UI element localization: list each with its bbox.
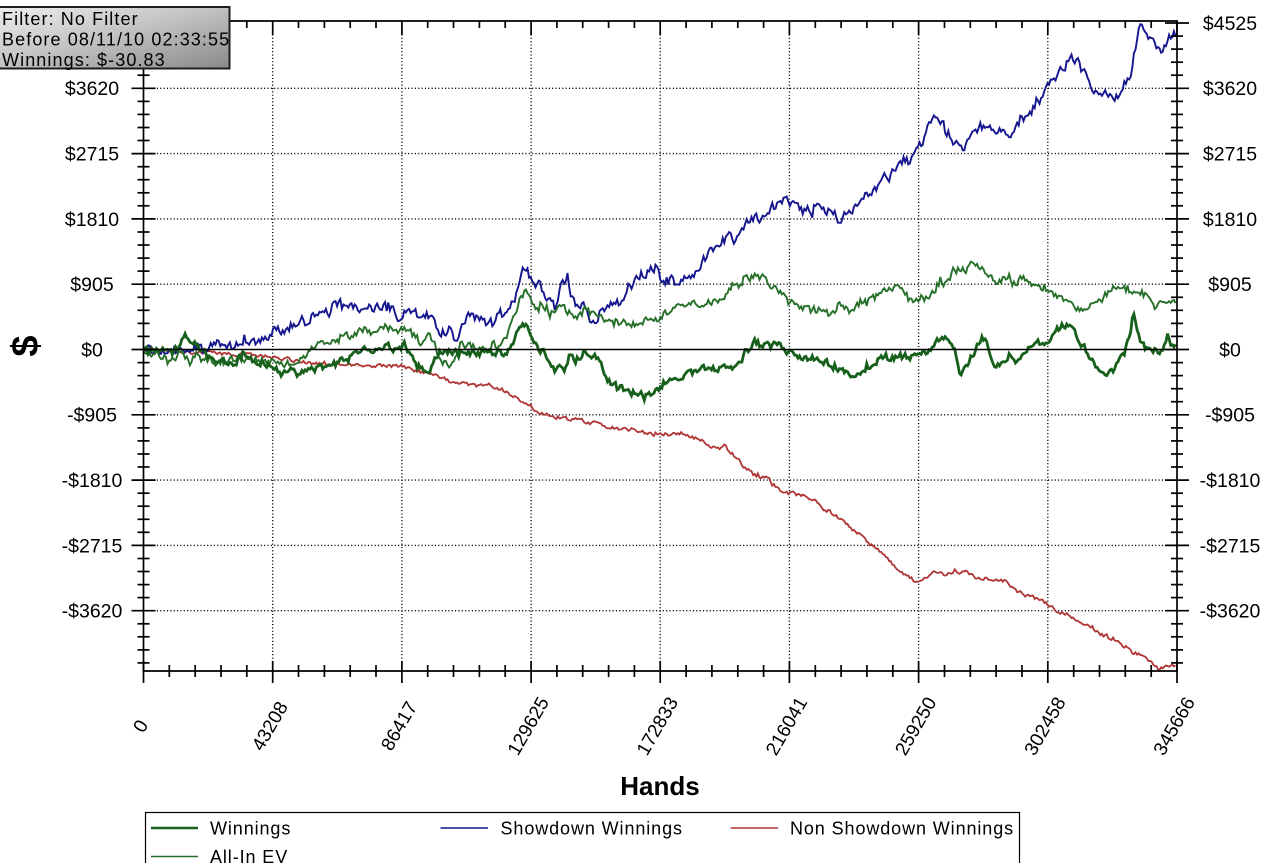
svg-text:$3620: $3620 [65,78,119,100]
svg-text:$0: $0 [1219,339,1241,361]
svg-text:$905: $905 [70,274,114,296]
svg-text:$1810: $1810 [65,209,119,231]
svg-text:-$2715: -$2715 [1200,535,1261,557]
svg-text:-$1810: -$1810 [1200,470,1261,492]
svg-text:$: $ [5,335,47,356]
svg-text:-$905: -$905 [1205,405,1255,427]
svg-text:$4525: $4525 [1203,13,1257,35]
svg-text:$2715: $2715 [1203,144,1257,166]
svg-text:Hands: Hands [620,771,699,801]
svg-text:Showdown Winnings: Showdown Winnings [501,819,683,839]
svg-text:Before 08/11/10 02:33:55: Before 08/11/10 02:33:55 [2,29,230,49]
svg-text:Winnings: Winnings [210,819,291,839]
svg-text:$0: $0 [81,339,103,361]
svg-text:$905: $905 [1208,274,1252,296]
svg-text:$2715: $2715 [65,144,119,166]
svg-text:-$3620: -$3620 [1200,601,1261,623]
svg-text:Non Showdown Winnings: Non Showdown Winnings [790,819,1014,839]
svg-text:Winnings: $-30.83: Winnings: $-30.83 [2,50,166,70]
svg-text:$3620: $3620 [1203,78,1257,100]
svg-text:Filter: No Filter: Filter: No Filter [2,9,139,29]
svg-text:-$905: -$905 [67,405,117,427]
svg-text:-$3620: -$3620 [62,601,123,623]
svg-text:$1810: $1810 [1203,209,1257,231]
svg-text:-$1810: -$1810 [62,470,123,492]
svg-text:All-In EV: All-In EV [210,847,288,863]
svg-text:-$2715: -$2715 [62,535,123,557]
